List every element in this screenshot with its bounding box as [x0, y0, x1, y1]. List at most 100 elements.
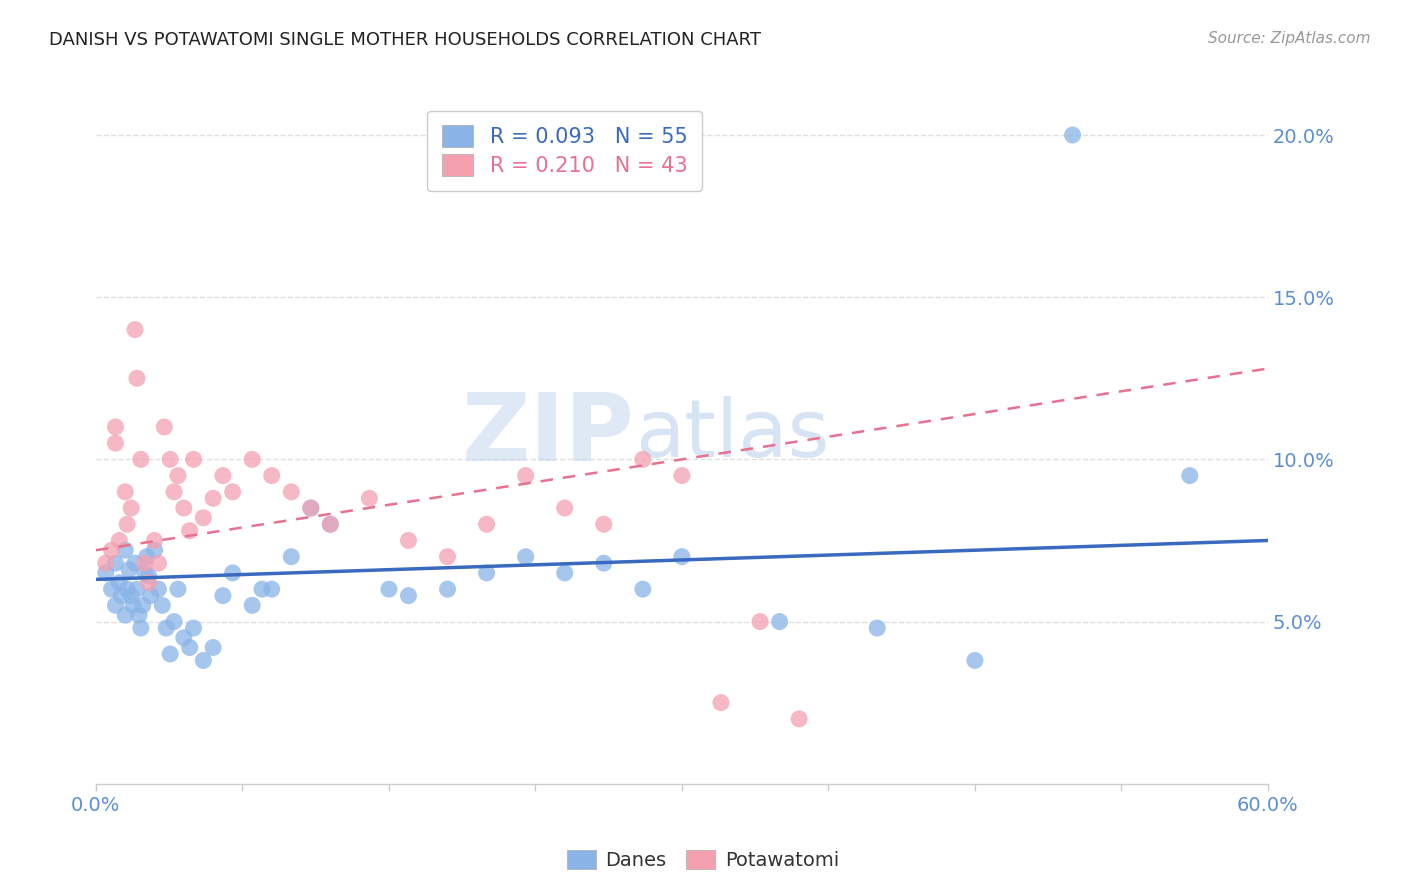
Point — [114, 608, 136, 623]
Point — [183, 452, 205, 467]
Legend: R = 0.093   N = 55, R = 0.210   N = 43: R = 0.093 N = 55, R = 0.210 N = 43 — [427, 111, 702, 191]
Point — [398, 589, 420, 603]
Point — [104, 436, 127, 450]
Point — [212, 589, 235, 603]
Point — [202, 640, 225, 655]
Point — [120, 589, 142, 603]
Point — [475, 566, 498, 580]
Point — [631, 452, 654, 467]
Point — [139, 589, 162, 603]
Point — [183, 621, 205, 635]
Point — [155, 621, 177, 635]
Point — [710, 696, 733, 710]
Point — [515, 549, 537, 564]
Point — [163, 615, 186, 629]
Point — [114, 484, 136, 499]
Point — [163, 484, 186, 499]
Point — [398, 533, 420, 548]
Point — [124, 323, 146, 337]
Point — [221, 484, 243, 499]
Point — [120, 501, 142, 516]
Point — [299, 501, 322, 516]
Point — [159, 647, 181, 661]
Point — [475, 517, 498, 532]
Point — [221, 566, 243, 580]
Point — [240, 599, 263, 613]
Point — [134, 566, 156, 580]
Point — [787, 712, 810, 726]
Point — [436, 549, 458, 564]
Point — [768, 615, 790, 629]
Point — [114, 543, 136, 558]
Point — [193, 510, 215, 524]
Point — [128, 608, 150, 623]
Point — [94, 566, 117, 580]
Point — [118, 563, 141, 577]
Point — [436, 582, 458, 596]
Point — [153, 420, 176, 434]
Point — [143, 533, 166, 548]
Point — [1062, 128, 1084, 142]
Point — [100, 582, 122, 596]
Point — [129, 452, 152, 467]
Point — [671, 549, 693, 564]
Text: DANISH VS POTAWATOMI SINGLE MOTHER HOUSEHOLDS CORRELATION CHART: DANISH VS POTAWATOMI SINGLE MOTHER HOUSE… — [49, 31, 761, 49]
Point — [173, 631, 195, 645]
Point — [108, 533, 131, 548]
Point — [280, 484, 302, 499]
Point — [148, 556, 170, 570]
Point — [125, 371, 148, 385]
Point — [193, 653, 215, 667]
Point — [1178, 468, 1201, 483]
Point — [138, 575, 160, 590]
Point — [94, 556, 117, 570]
Text: ZIP: ZIP — [463, 389, 636, 481]
Point — [167, 582, 190, 596]
Point — [359, 491, 381, 506]
Point — [108, 575, 131, 590]
Text: Source: ZipAtlas.com: Source: ZipAtlas.com — [1208, 31, 1371, 46]
Point — [159, 452, 181, 467]
Point — [143, 543, 166, 558]
Point — [129, 621, 152, 635]
Point — [115, 517, 138, 532]
Point — [592, 556, 614, 570]
Point — [554, 566, 576, 580]
Point — [319, 517, 342, 532]
Point — [631, 582, 654, 596]
Point — [104, 599, 127, 613]
Point — [378, 582, 401, 596]
Point — [124, 556, 146, 570]
Point — [150, 599, 173, 613]
Point — [125, 582, 148, 596]
Text: atlas: atlas — [636, 396, 830, 474]
Point — [866, 621, 889, 635]
Point — [671, 468, 693, 483]
Point — [179, 524, 201, 538]
Point — [138, 569, 160, 583]
Point — [202, 491, 225, 506]
Point — [179, 640, 201, 655]
Point — [240, 452, 263, 467]
Point — [319, 517, 342, 532]
Point — [554, 501, 576, 516]
Point — [280, 549, 302, 564]
Point — [134, 556, 156, 570]
Point — [135, 549, 157, 564]
Point — [100, 543, 122, 558]
Point — [260, 468, 283, 483]
Point — [592, 517, 614, 532]
Point — [963, 653, 986, 667]
Point — [515, 468, 537, 483]
Point — [104, 556, 127, 570]
Point — [148, 582, 170, 596]
Point — [122, 599, 145, 613]
Point — [212, 468, 235, 483]
Point — [299, 501, 322, 516]
Point — [104, 420, 127, 434]
Point — [167, 468, 190, 483]
Point — [749, 615, 772, 629]
Point — [132, 599, 155, 613]
Point — [115, 582, 138, 596]
Point — [173, 501, 195, 516]
